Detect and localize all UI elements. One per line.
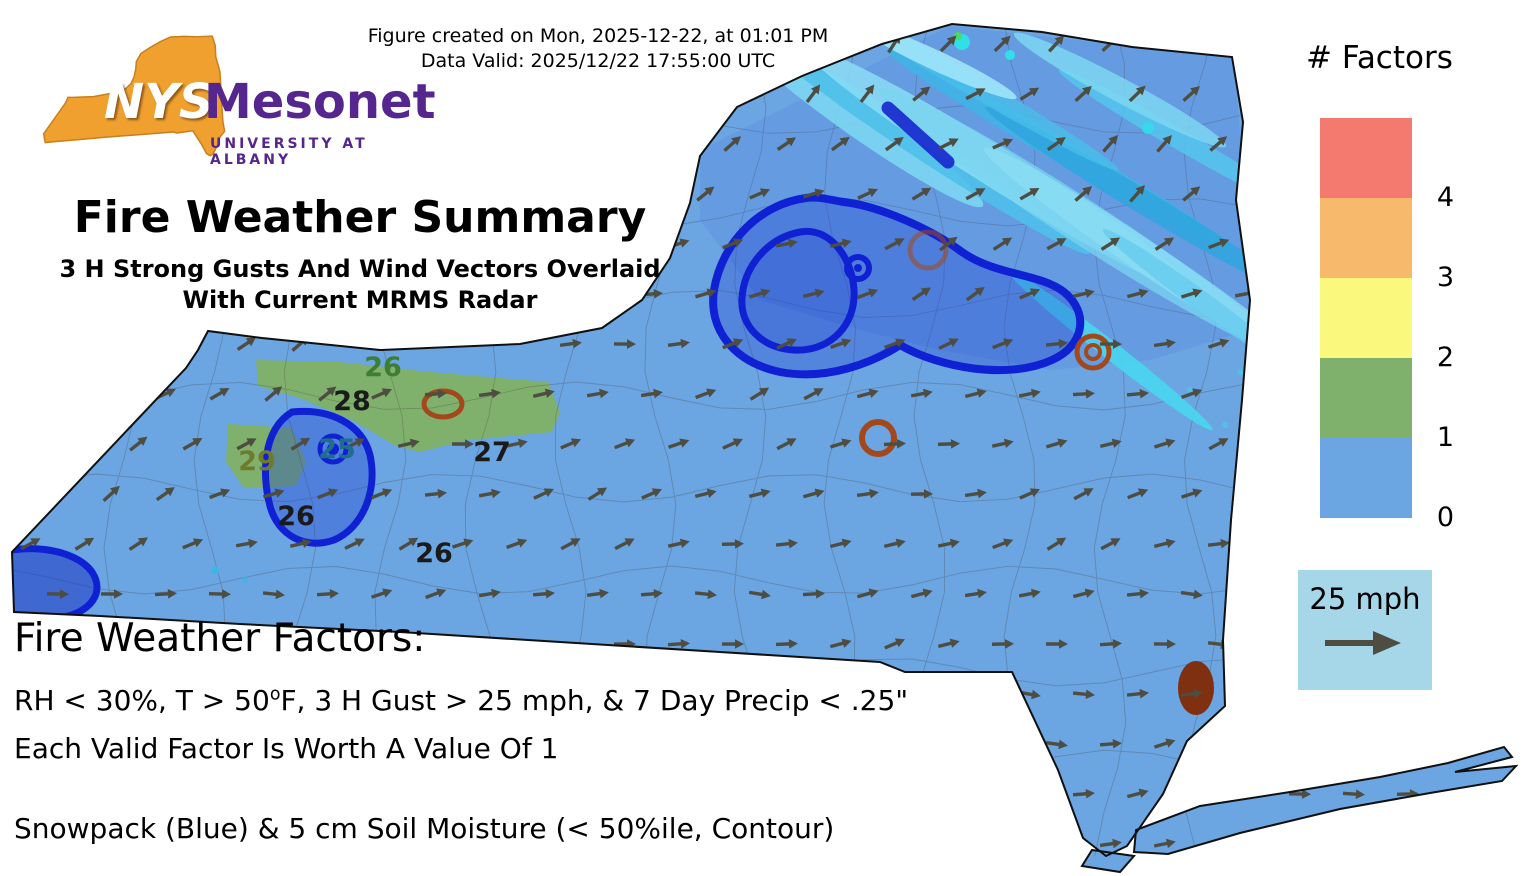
legend-tick: 4 — [1436, 182, 1454, 213]
legend-tick: 3 — [1436, 262, 1454, 293]
footer-factors-line: RH < 30%, T > 50oF, 3 H Gust > 25 mph, &… — [14, 684, 908, 717]
subtitle-line-2: With Current MRMS Radar — [182, 286, 538, 315]
gust-label: 25 — [318, 434, 356, 465]
wind-scale-arrow-icon — [1325, 631, 1401, 655]
legend-tick: 2 — [1436, 342, 1454, 373]
legend-band: 3 — [1320, 198, 1454, 293]
state-border — [10, 22, 1519, 874]
factors-legend-title: # Factors — [1306, 40, 1453, 76]
nys-mesonet-logo: NYS Mesonet UNIVERSITY AT ALBANY — [24, 4, 444, 189]
factors-line-post: F, 3 H Gust > 25 mph, & 7 Day Precip < .… — [280, 684, 909, 717]
legend-tick: 1 — [1436, 422, 1454, 453]
legend-band: 1 — [1320, 358, 1454, 453]
valid-line: Data Valid: 2025/12/22 17:55:00 UTC — [420, 49, 776, 72]
snowpack-layer — [12, 193, 1085, 624]
figure-timestamps: Figure created on Mon, 2025-12-22, at 01… — [298, 24, 898, 73]
gust-label: 26 — [415, 538, 453, 569]
logo-tagline-text: UNIVERSITY AT ALBANY — [210, 136, 368, 168]
subtitle-line-1: 3 H Strong Gusts And Wind Vectors Overla… — [59, 255, 661, 283]
legend-tick: 0 — [1436, 502, 1454, 533]
legend-band: 2 — [1320, 278, 1454, 373]
footer-heading: Fire Weather Factors: — [14, 616, 426, 661]
wind-scale-legend: 25 mph — [1298, 570, 1432, 690]
factors-line-degree: o — [269, 684, 281, 705]
radar-layer — [66, 24, 1317, 583]
logo-nys-text: NYS — [104, 74, 214, 130]
figure-title: Fire Weather Summary — [73, 192, 647, 243]
footer-snowpack-line: Snowpack (Blue) & 5 cm Soil Moisture (< … — [14, 812, 835, 845]
wind-scale-label: 25 mph — [1309, 582, 1421, 616]
created-line: Figure created on Mon, 2025-12-22, at 01… — [367, 25, 829, 47]
gust-label: 27 — [473, 437, 511, 468]
soil-moisture-layer — [421, 229, 1214, 715]
factors-line-pre: RH < 30%, T > 50 — [14, 684, 270, 717]
legend-band: 0 — [1320, 438, 1454, 533]
gust-label: 28 — [333, 386, 371, 417]
factors-legend-bar: 4 3 2 1 0 — [1320, 118, 1454, 533]
ny-state-logo-icon — [42, 35, 226, 157]
logo-mesonet-text: Mesonet — [204, 74, 436, 130]
gust-label: 26 — [364, 352, 402, 383]
figure-subtitle: 3 H Strong Gusts And Wind Vectors Overla… — [20, 254, 700, 316]
footer-value-line: Each Valid Factor Is Worth A Value Of 1 — [14, 732, 559, 765]
gust-label: 26 — [277, 501, 315, 532]
gust-label: 29 — [238, 446, 276, 477]
legend-band: 4 — [1320, 118, 1454, 213]
